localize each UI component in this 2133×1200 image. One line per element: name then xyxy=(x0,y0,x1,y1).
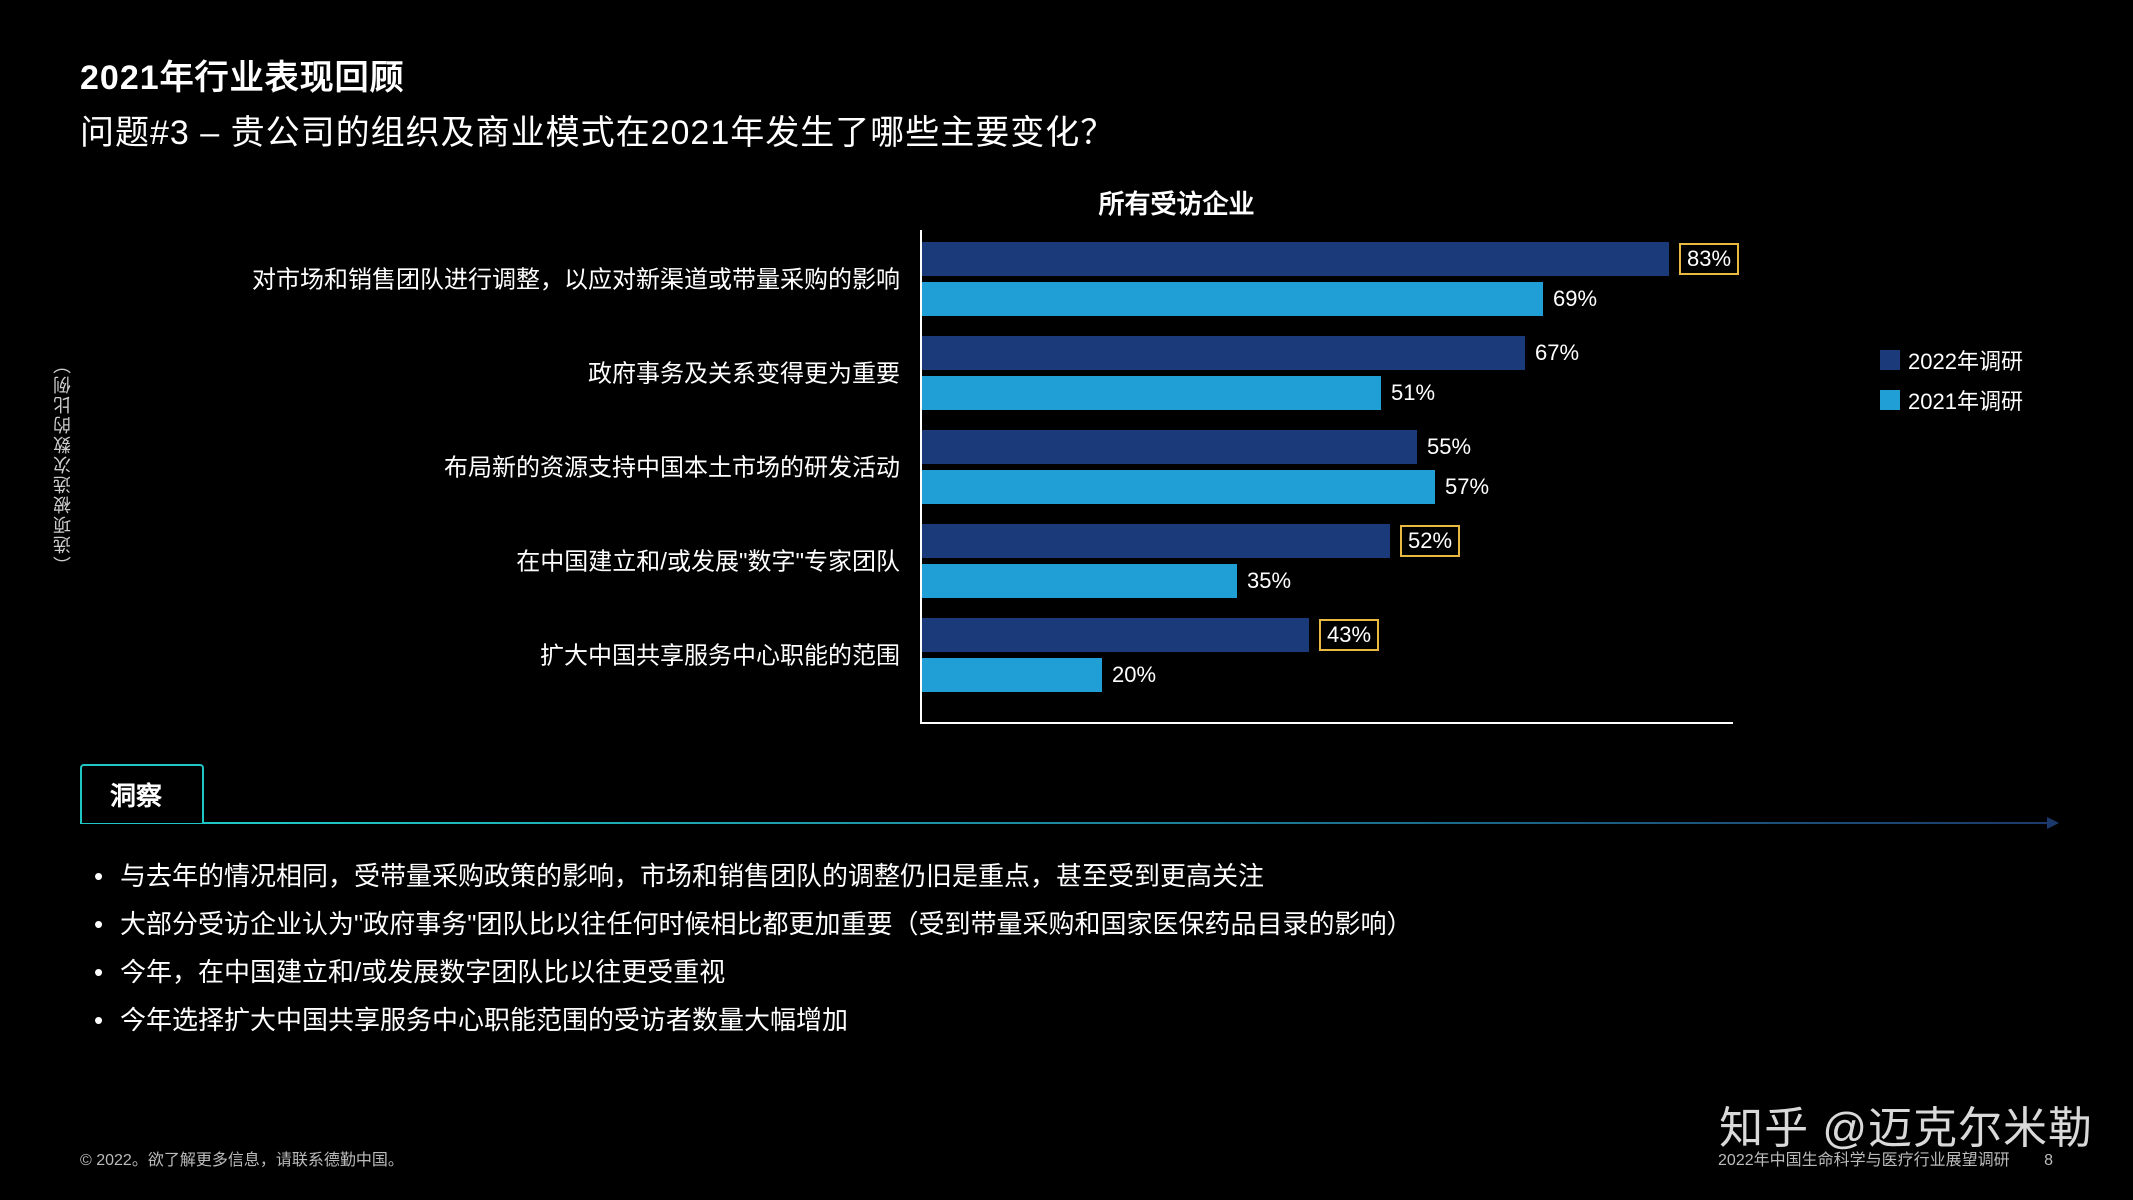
legend-item: 2021年调研 xyxy=(1880,384,2023,416)
title-line2: 问题#3 – 贵公司的组织及商业模式在2021年发生了哪些主要变化？ xyxy=(80,105,2053,154)
legend-item: 2022年调研 xyxy=(1880,344,2023,376)
bar-2022: 52% xyxy=(922,524,1390,558)
footer: © 2022。欲了解更多信息，请联系德勤中国。 2022年中国生命科学与医疗行业… xyxy=(80,1146,2053,1170)
legend-swatch xyxy=(1880,390,1900,410)
bar-value-label: 67% xyxy=(1535,340,1579,366)
bar-value-label: 69% xyxy=(1553,286,1597,312)
chart-title: 所有受访企业 xyxy=(80,184,2053,221)
bar-2021: 57% xyxy=(922,470,1435,504)
bar-2022: 67% xyxy=(922,336,1525,370)
bar-group: 扩大中国共享服务中心职能的范围 43% 20% xyxy=(180,612,1733,700)
title-block: 2021年行业表现回顾 问题#3 – 贵公司的组织及商业模式在2021年发生了哪… xyxy=(80,50,2053,154)
category-label: 政府事务及关系变得更为重要 xyxy=(180,358,900,389)
bar-group: 对市场和销售团队进行调整，以应对新渠道或带量采购的影响 83% 69% xyxy=(180,236,1733,324)
insights-tab: 洞察 xyxy=(80,764,204,823)
bar-value-label: 83% xyxy=(1679,243,1739,275)
bar-value-label: 52% xyxy=(1400,525,1460,557)
insights-list: 与去年的情况相同，受带量采购政策的影响，市场和销售团队的调整仍旧是重点，甚至受到… xyxy=(80,852,2053,1044)
bar-value-label: 43% xyxy=(1319,619,1379,651)
footer-left: © 2022。欲了解更多信息，请联系德勤中国。 xyxy=(80,1146,404,1170)
bar-group: 在中国建立和/或发展"数字"专家团队 52% 35% xyxy=(180,518,1733,606)
bar-group: 政府事务及关系变得更为重要 67% 51% xyxy=(180,330,1733,418)
insight-item: 大部分受访企业认为"政府事务"团队比以往任何时候相比都更加重要（受到带量采购和国… xyxy=(90,900,2053,948)
bar-value-label: 35% xyxy=(1247,568,1291,594)
insight-item: 与去年的情况相同，受带量采购政策的影响，市场和销售团队的调整仍旧是重点，甚至受到… xyxy=(90,852,2053,900)
category-label: 对市场和销售团队进行调整，以应对新渠道或带量采购的影响 xyxy=(180,264,900,295)
slide-root: 2021年行业表现回顾 问题#3 – 贵公司的组织及商业模式在2021年发生了哪… xyxy=(0,0,2133,1200)
chart-area: 所有受访企业 （选项被选次数的比例） 对市场和销售团队进行调整，以应对新渠道或带… xyxy=(80,184,2053,744)
y-axis-label: （选项被选次数的比例） xyxy=(50,354,76,574)
insights-arrow-icon xyxy=(2047,817,2059,829)
page-number: 8 xyxy=(2044,1152,2053,1169)
legend-label: 2022年调研 xyxy=(1908,344,2023,376)
bar-2021: 69% xyxy=(922,282,1543,316)
x-axis-line xyxy=(920,722,1733,724)
legend-label: 2021年调研 xyxy=(1908,384,2023,416)
bar-2021: 51% xyxy=(922,376,1381,410)
insights-rule xyxy=(80,822,2053,824)
bar-2022: 43% xyxy=(922,618,1309,652)
chart-plot: 对市场和销售团队进行调整，以应对新渠道或带量采购的影响 83% 69% 政府事务及关系… xyxy=(180,230,1733,744)
title-line1: 2021年行业表现回顾 xyxy=(80,50,2053,99)
footer-source: 2022年中国生命科学与医疗行业展望调研 xyxy=(1718,1152,2010,1169)
category-label: 布局新的资源支持中国本土市场的研发活动 xyxy=(180,452,900,483)
insight-item: 今年，在中国建立和/或发展数字团队比以往更受重视 xyxy=(90,948,2053,996)
bar-value-label: 20% xyxy=(1112,662,1156,688)
insights-header: 洞察 xyxy=(80,764,2053,824)
chart-legend: 2022年调研 2021年调研 xyxy=(1880,344,2023,424)
category-label: 在中国建立和/或发展"数字"专家团队 xyxy=(180,546,900,577)
bar-value-label: 57% xyxy=(1445,474,1489,500)
bar-2022: 83% xyxy=(922,242,1669,276)
footer-right: 2022年中国生命科学与医疗行业展望调研 8 xyxy=(1718,1146,2053,1170)
insight-item: 今年选择扩大中国共享服务中心职能范围的受访者数量大幅增加 xyxy=(90,996,2053,1044)
bar-group: 布局新的资源支持中国本土市场的研发活动 55% 57% xyxy=(180,424,1733,512)
category-label: 扩大中国共享服务中心职能的范围 xyxy=(180,640,900,671)
bar-2022: 55% xyxy=(922,430,1417,464)
bar-value-label: 51% xyxy=(1391,380,1435,406)
bar-2021: 20% xyxy=(922,658,1102,692)
legend-swatch xyxy=(1880,350,1900,370)
bar-value-label: 55% xyxy=(1427,434,1471,460)
bar-2021: 35% xyxy=(922,564,1237,598)
